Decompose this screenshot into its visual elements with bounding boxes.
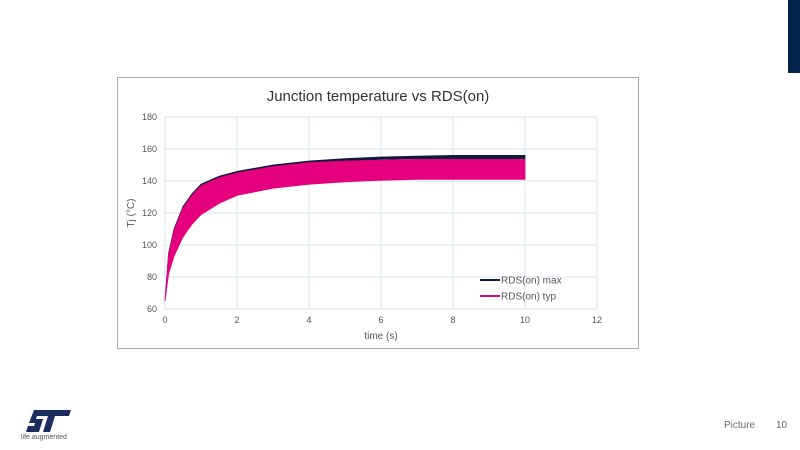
x-tick-label: 8 [450, 315, 455, 325]
x-tick-label: 12 [592, 315, 602, 325]
x-axis-label: time (s) [364, 331, 397, 342]
x-tick-label: 6 [378, 315, 383, 325]
chart-frame: Junction temperature vs RDS(on) 60 80 100 1… [117, 77, 639, 349]
chart-title: Junction temperature vs RDS(on) [266, 88, 490, 105]
series-band [164, 159, 526, 302]
footer-label: Picture [724, 420, 756, 431]
y-tick-label: 80 [147, 272, 157, 282]
y-tick-label: 180 [142, 112, 157, 122]
y-tick-label: 60 [147, 304, 157, 314]
x-tick-label: 2 [234, 315, 239, 325]
legend-label: RDS(on) max [501, 276, 562, 287]
x-tick-label: 10 [520, 315, 530, 325]
y-tick-label: 160 [142, 144, 157, 154]
y-tick-label: 100 [142, 240, 157, 250]
legend-label: RDS(on) typ [501, 292, 556, 303]
st-logo-icon [26, 410, 71, 432]
logo-tagline: life.augmented [21, 434, 67, 441]
y-axis-label: Tj (°C) [126, 199, 137, 228]
accent-bar [788, 0, 800, 73]
x-tick-label: 0 [162, 315, 167, 325]
y-tick-label: 120 [142, 208, 157, 218]
y-tick-label: 140 [142, 176, 157, 186]
x-tick-label: 4 [306, 315, 311, 325]
page-number: 10 [776, 420, 788, 431]
chart-plot: 60 80 100 120 140 160 180 0 2 4 6 8 10 12 time (s) Tj (… [126, 112, 602, 342]
